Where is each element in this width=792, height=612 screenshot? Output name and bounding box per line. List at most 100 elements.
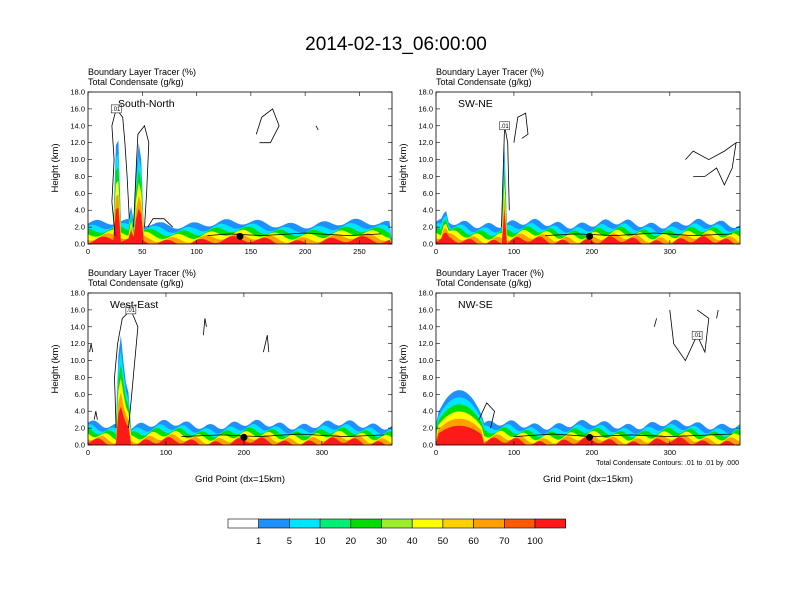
colorbar-swatch <box>411 518 444 529</box>
x-tick-label: 300 <box>664 448 677 457</box>
colorbar-label: 50 <box>438 536 449 547</box>
contour-label-box <box>110 104 122 114</box>
colorbar-swatch <box>319 518 352 529</box>
y-tick-label: 4.0 <box>75 206 85 215</box>
location-marker <box>586 433 594 441</box>
colorbar-swatch <box>503 518 536 529</box>
condensate-contour <box>669 309 710 362</box>
tracer-band <box>436 195 740 244</box>
y-tick-label: 2.0 <box>423 223 433 232</box>
contour-label-box <box>691 330 703 340</box>
y-tick-label: 4.0 <box>423 206 433 215</box>
condensate-contour <box>513 433 733 438</box>
contour-label: .01 <box>127 308 136 314</box>
panel-nw-se: .01 0.0 2.0 4.0 6.0 8.0 10.0 12.0 14.0 16.0 18.0 0 1… <box>398 268 741 485</box>
condensate-contour <box>478 402 495 429</box>
panel-subtitle: Total Condensate (g/kg) <box>88 278 184 288</box>
colorbar-swatch <box>258 518 290 529</box>
y-tick-label: 6.0 <box>423 189 433 198</box>
colorbar-label: 10 <box>315 536 326 547</box>
contour-label-box <box>499 121 510 131</box>
contour-note: Total Condensate Contours: .01 to .01 by… <box>596 460 739 467</box>
contour-label: .01 <box>500 124 509 130</box>
colorbar-label: 5 <box>287 536 292 547</box>
panel-subtitle: Boundary Layer Tracer (%) <box>88 67 196 77</box>
condensate-contour <box>685 141 737 186</box>
panel-subtitle: Total Condensate (g/kg) <box>436 278 532 288</box>
colorbar-label: 70 <box>499 536 510 547</box>
y-tick-label: 18.0 <box>70 289 85 298</box>
y-axis-label: Height (km) <box>50 344 61 393</box>
y-tick-label: 18.0 <box>418 88 433 97</box>
y-tick-label: 4.0 <box>423 407 433 416</box>
condensate-contour <box>716 309 719 319</box>
contour-label: .01 <box>112 107 121 113</box>
condensate-contour <box>133 124 150 228</box>
y-tick-label: 2.0 <box>75 223 85 232</box>
condensate-contour <box>203 318 207 336</box>
panel-subtitle: Boundary Layer Tracer (%) <box>88 268 196 278</box>
y-tick-label: 14.0 <box>70 322 85 331</box>
y-tick-label: 18.0 <box>418 289 433 298</box>
x-tick-label: 300 <box>316 448 329 457</box>
x-tick-label: 0 <box>86 247 90 256</box>
y-tick-label: 2.0 <box>75 424 85 433</box>
colorbar-label: 1 <box>256 536 261 547</box>
location-marker <box>586 232 594 240</box>
condensate-contour <box>513 112 529 143</box>
panel-name: SW-NE <box>458 98 493 110</box>
y-tick-label: 18.0 <box>70 88 85 97</box>
colorbar-swatch <box>381 518 413 529</box>
x-tick-label: 50 <box>138 247 146 256</box>
y-tick-label: 14.0 <box>418 121 433 130</box>
panel-subtitle: Boundary Layer Tracer (%) <box>436 67 544 77</box>
condensate-contour <box>255 108 280 144</box>
panel-name: West-East <box>110 299 158 311</box>
y-tick-label: 10.0 <box>418 155 433 164</box>
colorbar-label: 100 <box>527 536 543 547</box>
y-tick-label: 8.0 <box>423 373 433 382</box>
panels: .01 0.0 2.0 4.0 6.0 8.0 10.0 12.0 14.0 16.0 18.0 0 5… <box>50 67 741 485</box>
y-tick-label: 16.0 <box>70 104 85 113</box>
colorbar-swatch <box>350 518 382 529</box>
y-tick-label: 12.0 <box>70 138 85 147</box>
y-axis-label: Height (km) <box>398 143 409 192</box>
y-tick-label: 12.0 <box>418 339 433 348</box>
condensate-contour <box>653 318 657 327</box>
y-tick-label: 6.0 <box>75 189 85 198</box>
y-tick-label: 8.0 <box>75 172 85 181</box>
y-tick-label: 2.0 <box>423 424 433 433</box>
panel-name: NW-SE <box>458 299 493 311</box>
panel-sw-ne: .01 0.0 2.0 4.0 6.0 8.0 10.0 12.0 14.0 16.0 18.0 0 1… <box>398 67 741 256</box>
plot-frame <box>435 91 741 245</box>
y-axis-label: Height (km) <box>50 143 61 192</box>
contour-label-box <box>125 305 137 315</box>
tracer-band <box>88 207 392 244</box>
x-tick-label: 100 <box>160 448 173 457</box>
condensate-contour <box>263 335 270 353</box>
y-tick-label: 16.0 <box>418 104 433 113</box>
plot-frame <box>87 91 393 245</box>
x-tick-label: 0 <box>434 448 438 457</box>
location-marker <box>240 433 248 441</box>
tracer-band <box>436 208 740 244</box>
colorbar-swatch <box>473 518 505 529</box>
y-tick-label: 12.0 <box>70 339 85 348</box>
condensate-contour <box>545 232 733 237</box>
colorbar-swatch <box>227 518 260 529</box>
plot-area: .01 <box>436 309 740 445</box>
colorbar-label: 20 <box>346 536 357 547</box>
y-tick-label: 6.0 <box>423 390 433 399</box>
tracer-band <box>436 418 740 445</box>
x-axis-label: Grid Point (dx=15km) <box>195 474 285 485</box>
x-tick-label: 200 <box>238 448 251 457</box>
tracer-band <box>88 406 392 445</box>
x-tick-label: 100 <box>508 247 521 256</box>
y-tick-label: 10.0 <box>418 356 433 365</box>
plot-area: .01 <box>88 104 392 244</box>
plot-frame <box>435 292 741 446</box>
y-axis-label: Height (km) <box>398 344 409 393</box>
figure-title: 2014-02-13_06:00:00 <box>305 34 487 55</box>
y-tick-label: 14.0 <box>70 121 85 130</box>
